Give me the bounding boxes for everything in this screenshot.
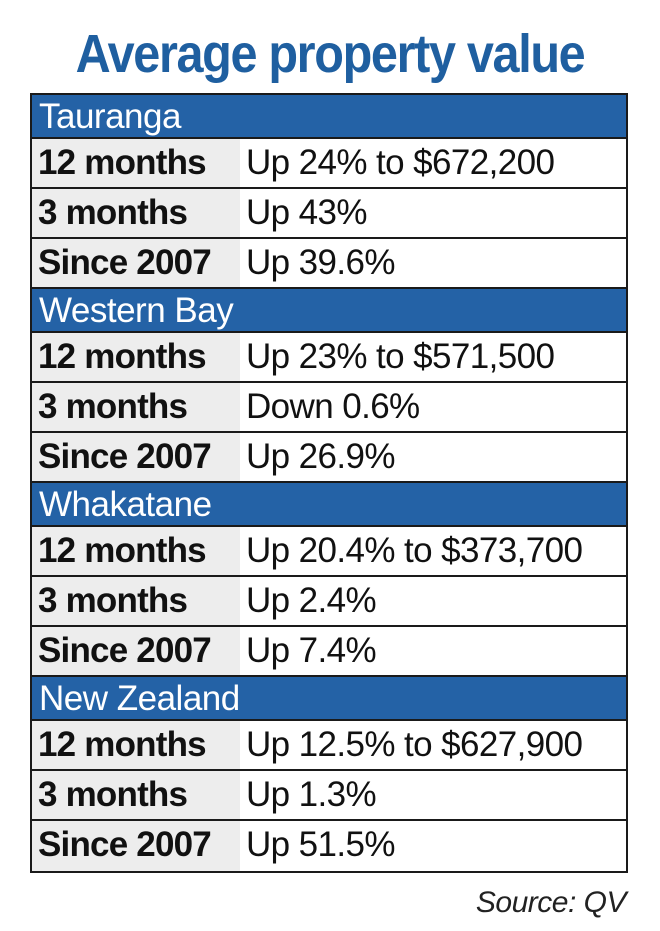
row-value: Up 7.4%: [240, 627, 626, 675]
row-value: Up 12.5% to $627,900: [240, 721, 626, 769]
row-value: Up 23% to $571,500: [240, 333, 626, 381]
row-value: Up 2.4%: [240, 577, 626, 625]
row-label: Since 2007: [32, 239, 240, 287]
table-row: 12 months Up 23% to $571,500: [32, 333, 626, 383]
table-row: Since 2007 Up 51.5%: [32, 821, 626, 871]
row-label: 12 months: [32, 721, 240, 769]
row-label: 12 months: [32, 333, 240, 381]
section-header-whakatane: Whakatane: [32, 483, 626, 527]
property-value-table: Tauranga 12 months Up 24% to $672,200 3 …: [30, 93, 628, 873]
table-row: 3 months Up 2.4%: [32, 577, 626, 627]
page-title: Average property value: [75, 24, 586, 84]
source-credit: Source: QV: [475, 886, 627, 919]
row-value: Up 24% to $672,200: [240, 139, 626, 187]
row-label: Since 2007: [32, 627, 240, 675]
table-row: Since 2007 Up 39.6%: [32, 239, 626, 289]
row-value: Up 43%: [240, 189, 626, 237]
row-value: Up 26.9%: [240, 433, 626, 481]
row-value: Up 1.3%: [240, 771, 626, 819]
table-row: 3 months Up 43%: [32, 189, 626, 239]
row-label: 3 months: [32, 577, 240, 625]
row-value: Up 51.5%: [240, 821, 626, 871]
table-row: 12 months Up 24% to $672,200: [32, 139, 626, 189]
table-row: 3 months Up 1.3%: [32, 771, 626, 821]
table-row: 3 months Down 0.6%: [32, 383, 626, 433]
row-label: 3 months: [32, 771, 240, 819]
table-row: Since 2007 Up 7.4%: [32, 627, 626, 677]
row-label: Since 2007: [32, 433, 240, 481]
row-label: 3 months: [32, 383, 240, 431]
table-row: 12 months Up 20.4% to $373,700: [32, 527, 626, 577]
section-header-western-bay: Western Bay: [32, 289, 626, 333]
row-value: Up 20.4% to $373,700: [240, 527, 626, 575]
row-label: 12 months: [32, 527, 240, 575]
section-header-tauranga: Tauranga: [32, 95, 626, 139]
row-label: Since 2007: [32, 821, 240, 871]
row-value: Up 39.6%: [240, 239, 626, 287]
section-header-new-zealand: New Zealand: [32, 677, 626, 721]
table-row: 12 months Up 12.5% to $627,900: [32, 721, 626, 771]
row-value: Down 0.6%: [240, 383, 626, 431]
table-row: Since 2007 Up 26.9%: [32, 433, 626, 483]
row-label: 3 months: [32, 189, 240, 237]
row-label: 12 months: [32, 139, 240, 187]
